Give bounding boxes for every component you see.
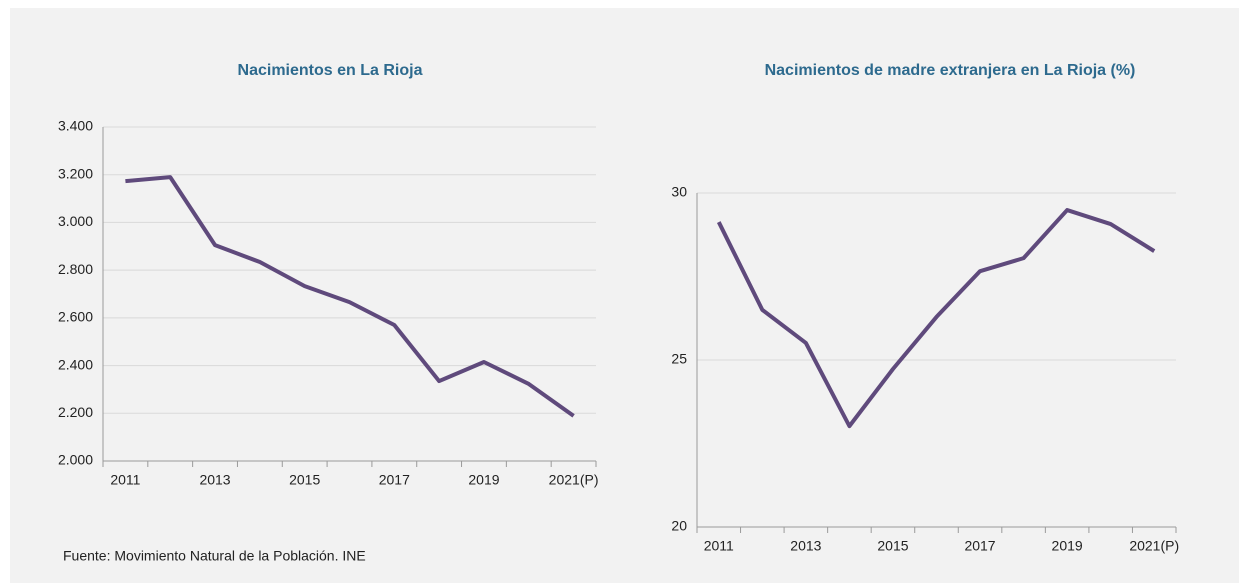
y-tick-label: 3.000: [58, 213, 93, 229]
chart-title: Nacimientos en La Rioja: [238, 62, 423, 79]
x-tick-label: 2021(P): [1129, 538, 1179, 554]
data-line: [125, 175, 575, 418]
y-tick-label: 20: [671, 518, 687, 534]
x-tick-label: 2017: [964, 538, 995, 554]
x-tick-label: 2015: [289, 472, 320, 488]
background: [10, 8, 1239, 583]
x-tick-label: 2021(P): [549, 472, 599, 488]
x-tick-label: 2011: [110, 472, 140, 488]
y-tick-label: 3.200: [58, 165, 93, 181]
x-tick-label: 2011: [704, 538, 734, 554]
x-tick-label: 2019: [1052, 538, 1083, 554]
x-tick-label: 2015: [877, 538, 908, 554]
x-tick-label: 2017: [379, 472, 410, 488]
y-tick-label: 2.000: [58, 452, 93, 468]
y-tick-label: 2.400: [58, 356, 93, 372]
y-tick-label: 3.400: [58, 118, 93, 134]
x-tick-label: 2019: [468, 472, 499, 488]
y-tick-label: 2.200: [58, 404, 93, 420]
y-tick-label: 25: [671, 351, 687, 367]
x-tick-label: 2013: [790, 538, 821, 554]
data-line: [716, 208, 1156, 429]
chart-title: Nacimientos de madre extranjera en La Ri…: [765, 62, 1136, 79]
y-tick-label: 2.600: [58, 309, 93, 325]
y-tick-label: 2.800: [58, 261, 93, 277]
x-tick-label: 2013: [199, 472, 230, 488]
source-note: Fuente: Movimiento Natural de la Poblaci…: [63, 548, 366, 564]
y-tick-label: 30: [671, 184, 687, 200]
